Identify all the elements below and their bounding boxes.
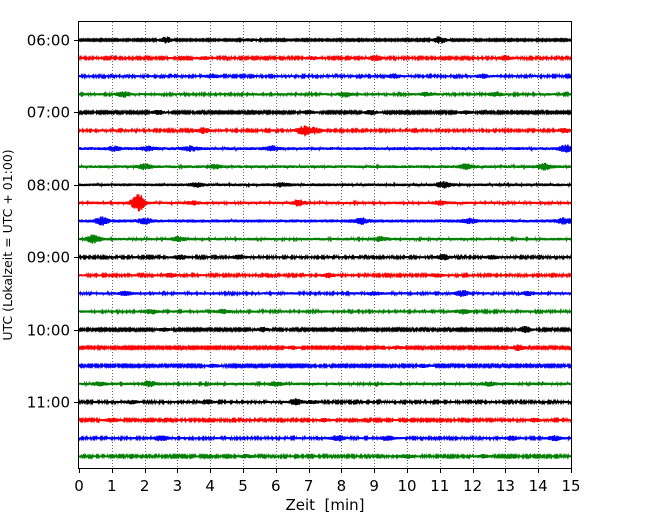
trace-0845 — [78, 234, 572, 244]
trace-0615 — [78, 54, 572, 62]
x-tick-label-8: 8 — [337, 477, 347, 495]
trace-0800 — [78, 181, 572, 189]
trace-0915 — [78, 271, 572, 279]
trace-0745 — [78, 162, 572, 171]
seismogram-traces — [78, 36, 572, 460]
x-tick-label-0: 0 — [74, 477, 84, 495]
x-tick-label-6: 6 — [271, 477, 281, 495]
y-tick-label-0900: 09:00 — [27, 249, 70, 267]
y-tick-label-0600: 06:00 — [27, 32, 70, 50]
trace-0700 — [78, 108, 572, 116]
trace-1145 — [78, 452, 572, 460]
x-tick-label-3: 3 — [173, 477, 183, 495]
x-tick-label-5: 5 — [238, 477, 248, 495]
x-tick-label-1: 1 — [107, 477, 117, 495]
y-tick-label-1000: 10:00 — [27, 322, 70, 340]
x-axis-title: Zeit [min] — [285, 496, 364, 514]
trace-1030 — [78, 362, 572, 370]
trace-1115 — [78, 416, 572, 424]
trace-1100 — [78, 398, 572, 406]
y-tick-label-0800: 08:00 — [27, 177, 70, 195]
trace-0730 — [78, 144, 572, 153]
vertical-gridlines — [112, 22, 539, 468]
y-axis-title: UTC (Lokalzeit = UTC + 01:00) — [0, 149, 15, 340]
trace-0645 — [78, 90, 572, 98]
trace-0945 — [78, 307, 572, 315]
trace-0600 — [78, 36, 572, 44]
x-tick-label-14: 14 — [529, 477, 548, 495]
x-tick-label-13: 13 — [496, 477, 515, 495]
x-tick-label-2: 2 — [140, 477, 150, 495]
trace-1000 — [78, 325, 572, 334]
x-tick-label-9: 9 — [369, 477, 379, 495]
plot-frame — [78, 21, 572, 469]
trace-0930 — [78, 289, 572, 297]
trace-0830 — [78, 216, 572, 226]
trace-0715 — [78, 125, 572, 137]
x-tick-label-7: 7 — [304, 477, 314, 495]
y-tick-label-0700: 07:00 — [27, 104, 70, 122]
x-tick-label-11: 11 — [430, 477, 449, 495]
trace-0815 — [78, 194, 572, 212]
trace-1130 — [78, 434, 572, 442]
x-tick-label-12: 12 — [463, 477, 482, 495]
y-axis-ticks: 06:00 07:00 08:00 09:00 10:00 11:00 — [27, 32, 79, 412]
trace-0630 — [78, 72, 572, 80]
x-tick-label-4: 4 — [205, 477, 215, 495]
x-tick-label-15: 15 — [561, 477, 580, 495]
x-axis-ticks: 0 1 2 3 4 5 6 7 8 9 10 11 12 13 14 15 — [74, 468, 581, 495]
trace-1015 — [78, 344, 572, 352]
trace-1045 — [78, 380, 572, 388]
x-tick-label-10: 10 — [397, 477, 416, 495]
y-tick-label-1100: 11:00 — [27, 394, 70, 412]
trace-0900 — [78, 253, 572, 261]
